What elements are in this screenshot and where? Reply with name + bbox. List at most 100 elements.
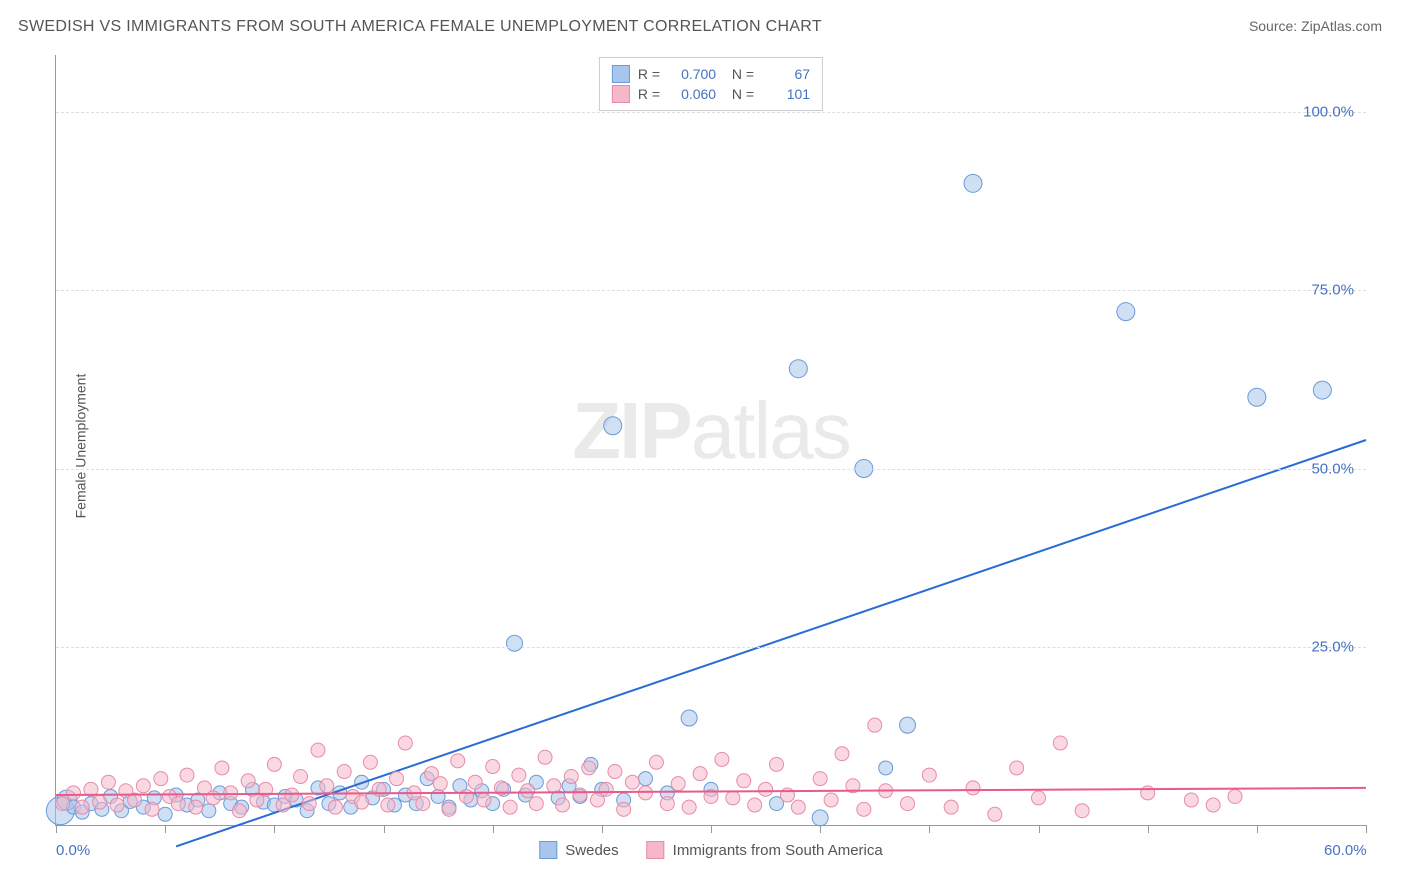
scatter-point [791, 800, 805, 814]
scatter-point [726, 791, 740, 805]
scatter-point [1184, 793, 1198, 807]
scatter-point [241, 774, 255, 788]
scatter-point [431, 789, 445, 803]
scatter-point [966, 781, 980, 795]
scatter-point [93, 795, 107, 809]
chart-svg [56, 55, 1366, 825]
scatter-point [189, 800, 203, 814]
scatter-point [224, 786, 238, 800]
scatter-point [812, 810, 828, 826]
scatter-point [477, 793, 491, 807]
scatter-point [433, 777, 447, 791]
scatter-point [451, 754, 465, 768]
scatter-point [538, 750, 552, 764]
scatter-point [1228, 789, 1242, 803]
scatter-point [944, 800, 958, 814]
y-tick-label: 75.0% [1311, 282, 1354, 299]
scatter-point [311, 743, 325, 757]
scatter-point [556, 798, 570, 812]
scatter-point [599, 782, 613, 796]
chart-title: SWEDISH VS IMMIGRANTS FROM SOUTH AMERICA… [18, 18, 822, 36]
legend-label-swedes: Swedes [565, 842, 618, 859]
scatter-point [835, 747, 849, 761]
scatter-point [547, 779, 561, 793]
scatter-point [1117, 303, 1135, 321]
plot-area: ZIPatlas R = 0.700 N = 67 R = 0.060 N = … [55, 55, 1366, 826]
scatter-point [145, 802, 159, 816]
scatter-point [625, 775, 639, 789]
source-attribution: Source: ZipAtlas.com [1249, 18, 1382, 34]
scatter-point [1141, 786, 1155, 800]
scatter-point [564, 770, 578, 784]
scatter-point [660, 797, 674, 811]
scatter-point [302, 797, 316, 811]
scatter-point [681, 710, 697, 726]
scatter-point [770, 757, 784, 771]
scatter-point [988, 807, 1002, 821]
scatter-point [75, 800, 89, 814]
scatter-point [604, 417, 622, 435]
scatter-point [398, 736, 412, 750]
scatter-point [285, 788, 299, 802]
scatter-point [363, 755, 377, 769]
scatter-point [529, 797, 543, 811]
scatter-point [582, 761, 596, 775]
scatter-point [202, 804, 216, 818]
scatter-point [154, 772, 168, 786]
scatter-point [232, 804, 246, 818]
y-tick-label: 25.0% [1311, 638, 1354, 655]
scatter-point [1010, 761, 1024, 775]
scatter-point [459, 789, 473, 803]
scatter-point [416, 797, 430, 811]
scatter-point [608, 765, 622, 779]
x-tick-label: 60.0% [1324, 842, 1367, 859]
bottom-legend: Swedes Immigrants from South America [539, 841, 882, 859]
scatter-point [649, 755, 663, 769]
scatter-point [355, 795, 369, 809]
scatter-point [737, 774, 751, 788]
scatter-point [503, 800, 517, 814]
scatter-point [136, 779, 150, 793]
scatter-point [337, 765, 351, 779]
scatter-point [66, 786, 80, 800]
legend-item-immigrants: Immigrants from South America [647, 841, 883, 859]
scatter-point [824, 793, 838, 807]
scatter-point [206, 791, 220, 805]
legend-item-swedes: Swedes [539, 841, 618, 859]
scatter-point [1053, 736, 1067, 750]
x-tick-label: 0.0% [56, 842, 90, 859]
scatter-point [521, 784, 535, 798]
scatter-point [671, 777, 685, 791]
y-tick-label: 100.0% [1303, 104, 1354, 121]
scatter-point [879, 761, 893, 775]
scatter-point [1313, 381, 1331, 399]
scatter-point [1206, 798, 1220, 812]
legend-swatch-immigrants [647, 841, 665, 859]
scatter-point [900, 717, 916, 733]
scatter-point [1032, 791, 1046, 805]
scatter-point [267, 757, 281, 771]
scatter-point [215, 761, 229, 775]
scatter-point [320, 779, 334, 793]
scatter-point [639, 772, 653, 786]
scatter-point [682, 800, 696, 814]
scatter-point [294, 770, 308, 784]
scatter-point [868, 718, 882, 732]
scatter-point [442, 802, 456, 816]
scatter-point [1075, 804, 1089, 818]
scatter-point [101, 775, 115, 789]
scatter-point [901, 797, 915, 811]
scatter-point [468, 775, 482, 789]
scatter-point [964, 174, 982, 192]
scatter-point [813, 772, 827, 786]
scatter-point [617, 802, 631, 816]
scatter-point [715, 752, 729, 766]
scatter-point [110, 798, 124, 812]
scatter-point [158, 807, 172, 821]
scatter-point [922, 768, 936, 782]
scatter-point [573, 788, 587, 802]
scatter-point [171, 797, 185, 811]
scatter-point [507, 635, 523, 651]
legend-swatch-swedes [539, 841, 557, 859]
y-tick-label: 50.0% [1311, 460, 1354, 477]
